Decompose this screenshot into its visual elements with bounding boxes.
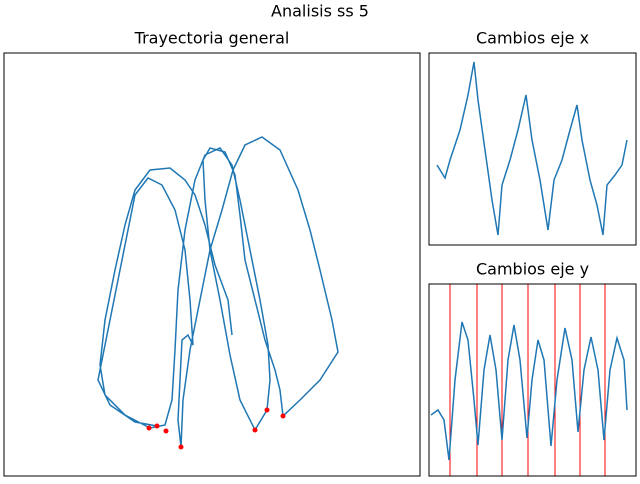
marker xyxy=(146,425,152,431)
axes-frame xyxy=(3,52,421,477)
data-line xyxy=(97,136,339,448)
marker xyxy=(154,423,160,429)
marker xyxy=(264,407,270,413)
axes-title: Cambios eje x xyxy=(476,29,589,48)
figure-title: Analisis ss 5 xyxy=(271,2,369,21)
marker xyxy=(252,427,258,433)
axes-frame xyxy=(428,283,637,477)
axes-title: Cambios eje y xyxy=(476,260,589,279)
data-line xyxy=(436,61,628,236)
axes-title: Trayectoria general xyxy=(134,29,290,48)
marker xyxy=(178,444,184,450)
marker xyxy=(163,428,169,434)
marker xyxy=(280,413,286,419)
data-line xyxy=(430,321,628,461)
axes-frame xyxy=(428,52,637,246)
